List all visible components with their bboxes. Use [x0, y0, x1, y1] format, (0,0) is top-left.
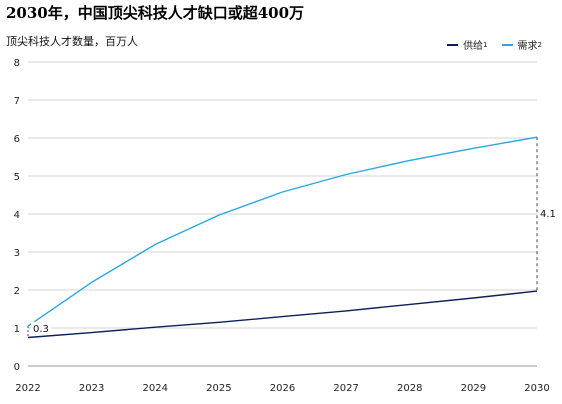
series-line-supply: [27, 290, 538, 339]
y-tick-label-3: 3: [14, 248, 20, 259]
x-tick-label-2026: 2026: [270, 383, 295, 394]
legend-label-supply: 供给: [463, 41, 484, 52]
y-axis-label: 顶尖科技人才数量，百万人: [6, 35, 138, 48]
chart-legend: 供给 1 需求 2: [433, 37, 542, 52]
chart-title: 2030年，中国顶尖科技人才缺口或超400万: [6, 4, 305, 22]
legend-swatch-supply: [447, 43, 459, 46]
y-tick-label-7: 7: [14, 96, 20, 107]
y-tick-label-4: 4: [14, 210, 20, 221]
x-tick-label-2022: 2022: [15, 383, 40, 394]
y-tick-label-5: 5: [14, 172, 20, 183]
x-tick-label-2029: 2029: [461, 383, 486, 394]
gap-label-2022: 0.3: [33, 324, 49, 335]
gap-label-bg-2030: [539, 206, 555, 220]
series-line-demand: [27, 136, 538, 327]
gap-label-bg-2022: [31, 321, 51, 334]
x-tick-label-2025: 2025: [206, 383, 231, 394]
x-tick-label-2028: 2028: [397, 383, 422, 394]
legend-swatch-demand: [501, 43, 513, 46]
legend-item-supply: 供给 1: [447, 37, 488, 52]
x-tick-label-2027: 2027: [333, 383, 358, 394]
x-tick-label-2023: 2023: [79, 383, 104, 394]
y-tick-label-8: 8: [14, 58, 20, 69]
x-tick-label-2024: 2024: [143, 383, 168, 394]
x-tick-label-2030: 2030: [524, 383, 549, 394]
y-tick-label-1: 1: [14, 324, 20, 335]
y-tick-label-0: 0: [14, 362, 20, 373]
legend-label-demand: 需求: [517, 41, 538, 52]
gap-label-2030: 4.1: [540, 209, 556, 220]
legend-item-demand: 需求 2: [501, 37, 542, 52]
y-tick-label-6: 6: [14, 134, 20, 145]
y-tick-label-2: 2: [14, 286, 20, 297]
